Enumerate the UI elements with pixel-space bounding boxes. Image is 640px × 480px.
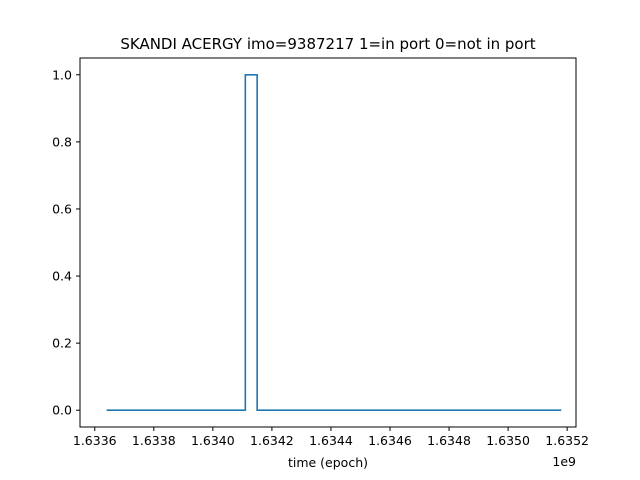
x-tick-label: 1.6346 [368,433,412,448]
y-tick-label: 0.4 [52,269,72,284]
x-tick-label: 1.6350 [486,433,530,448]
x-tick-label: 1.6342 [250,433,294,448]
x-axis-label: time (epoch) [288,455,368,470]
x-tick-label: 1.6352 [545,433,589,448]
axes-frame [79,57,577,428]
y-tick-label: 0.8 [52,134,72,149]
plot-area [79,57,577,428]
y-tick-label: 1.0 [52,67,72,82]
chart-title: SKANDI ACERGY imo=9387217 1=in port 0=no… [120,35,535,53]
x-tick-label: 1.6344 [309,433,353,448]
y-tick-label: 0.2 [52,336,72,351]
x-axis: 1.6336 1.6338 1.6340 1.6342 1.6344 1.6346 1.63… [73,427,589,448]
y-axis: 0.0 0.2 0.4 0.6 0.8 1.0 [52,67,80,418]
x-tick-label: 1.6336 [73,433,117,448]
x-tick-label: 1.6338 [132,433,176,448]
x-offset-label: 1e9 [552,454,576,469]
x-tick-label: 1.6340 [191,433,235,448]
series-line-0 [106,73,562,412]
y-tick-label: 0.0 [52,403,72,418]
y-tick-label: 0.6 [52,201,72,216]
x-tick-label: 1.6348 [427,433,471,448]
